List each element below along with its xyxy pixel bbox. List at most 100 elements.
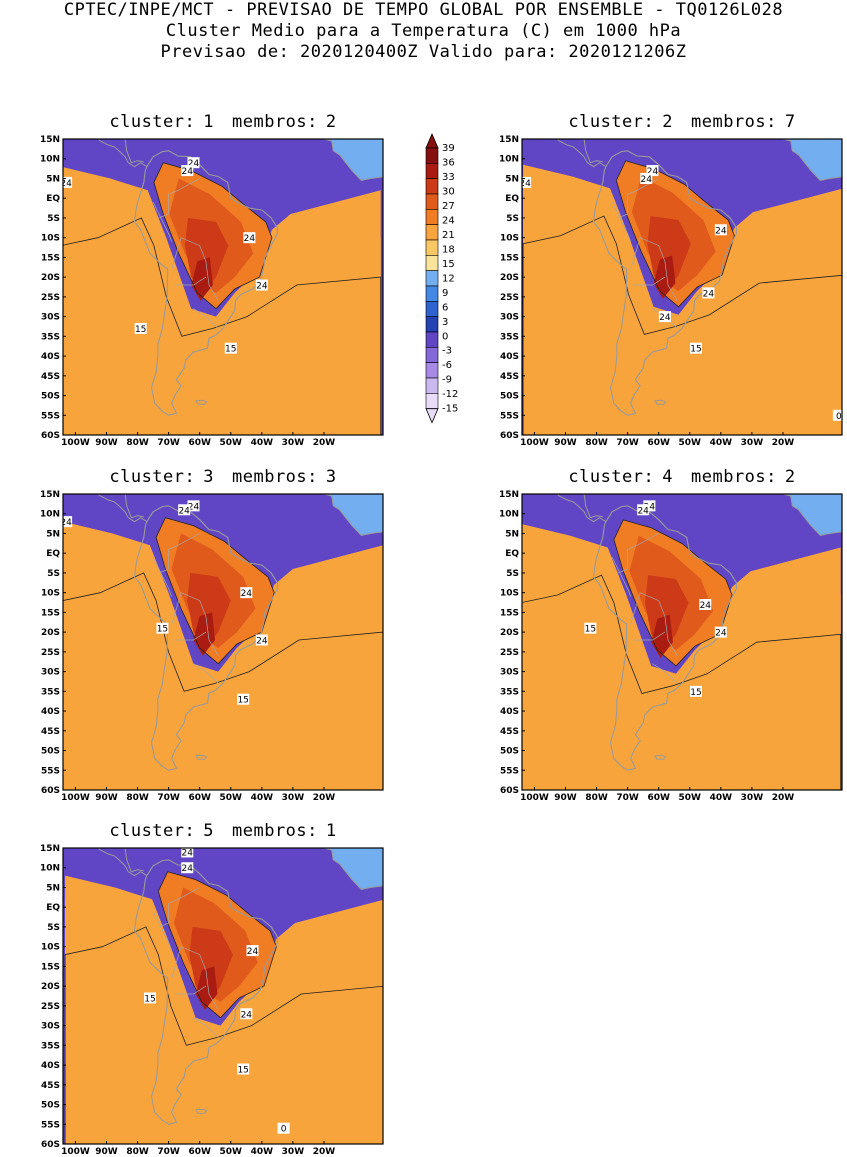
lon-tick-label: 80W (585, 793, 608, 803)
colorbar-label: 18 (442, 244, 455, 255)
lon-tick-label: 60W (188, 1147, 211, 1157)
contour-label: 24 (181, 848, 194, 858)
lat-tick-label: 10N (499, 510, 519, 520)
lat-tick-label: 10N (40, 510, 60, 520)
lat-tick-label: 35S (41, 687, 60, 697)
country-border (152, 910, 173, 951)
svg-text:24: 24 (182, 167, 194, 177)
lon-tick-label: 100W (520, 793, 549, 803)
temperature-map-cluster-2: 24242424242415015N10N5NEQ5S10S15S20S25S3… (499, 135, 843, 448)
colorbar-swatch (425, 147, 439, 164)
lat-tick-label: 25S (500, 648, 519, 658)
lon-tick-label: 50W (679, 438, 702, 448)
contour-line (522, 215, 842, 435)
contour-line (153, 162, 273, 310)
lat-tick-label: 5S (506, 569, 519, 579)
lon-tick-label: 50W (220, 793, 243, 803)
temperature-band (191, 257, 213, 301)
colorbar-label: 3 (442, 317, 448, 328)
map-title-cluster-1: cluster: 1 membros: 2 (53, 112, 393, 132)
falklands-coastline (654, 754, 667, 760)
contour-line (64, 926, 383, 1144)
cluster-number: 4 (662, 467, 673, 487)
lat-tick-label: 60S (41, 1140, 60, 1150)
contour-label: 0 (832, 409, 842, 422)
colorbar-label: 15 (442, 259, 455, 270)
colorbar-label: 39 (442, 143, 455, 154)
country-border (193, 308, 219, 329)
lat-tick-label: 10N (40, 155, 60, 165)
svg-text:24: 24 (637, 506, 649, 516)
contour-line (155, 517, 275, 665)
lat-tick-label: 55S (41, 1120, 60, 1130)
contour-label: 15 (143, 992, 156, 1004)
country-border (171, 237, 219, 301)
svg-text:15: 15 (690, 688, 701, 698)
temperature-band (63, 521, 383, 790)
lon-tick-label: 80W (126, 1147, 149, 1157)
south-america-coastline (133, 150, 278, 416)
lat-tick-label: 5N (46, 174, 60, 184)
svg-text:24: 24 (647, 167, 659, 177)
lat-tick-label: 5N (46, 529, 60, 539)
map-title-cluster-4: cluster: 4 membros: 2 (512, 467, 847, 487)
contour-line (613, 519, 733, 667)
country-border (174, 631, 207, 641)
membros-label: membros: (691, 112, 777, 132)
contour-label: 24 (643, 500, 656, 512)
south-america-coastline (133, 505, 278, 771)
contour-label: 15 (224, 342, 237, 355)
svg-text:24: 24 (241, 589, 253, 599)
colorbar-swatch (425, 362, 439, 379)
colorbar-swatch (425, 301, 439, 317)
lat-tick-label: 5N (505, 174, 519, 184)
africa-coastline (782, 494, 842, 536)
lon-tick-label: 40W (251, 1147, 274, 1157)
central-america-coastline (97, 139, 148, 168)
country-border (159, 887, 200, 928)
country-border (193, 663, 219, 684)
lon-tick-label: 20W (313, 1147, 336, 1157)
lat-tick-label: 25S (500, 293, 519, 303)
cluster-number: 2 (662, 112, 673, 132)
lat-tick-label: 20S (500, 273, 519, 283)
svg-text:24: 24 (256, 282, 268, 292)
colorbar-label: 24 (442, 215, 455, 226)
lon-tick-label: 100W (61, 1147, 90, 1157)
country-border (152, 201, 173, 242)
membros-count: 2 (325, 112, 337, 132)
contour-label: 24 (63, 516, 73, 528)
contour-label: 15 (134, 322, 147, 335)
svg-text:24: 24 (641, 175, 653, 185)
svg-text:24: 24 (182, 848, 194, 858)
cluster-number: 3 (203, 467, 214, 487)
lat-tick-label: 55S (41, 411, 60, 421)
contour-label: 24 (699, 599, 712, 611)
cluster-label: cluster: (109, 112, 196, 132)
colorbar-label: 30 (442, 186, 455, 197)
svg-text:15: 15 (585, 625, 596, 635)
south-america-coastline (592, 505, 737, 771)
contour-label: 24 (640, 172, 653, 185)
lat-tick-label: 40S (41, 1061, 60, 1071)
lat-tick-label: EQ (46, 549, 60, 559)
map-frame (521, 493, 843, 791)
lat-tick-label: 15N (40, 135, 60, 145)
colorbar-label: -15 (442, 404, 458, 415)
contour-label: 15 (237, 1063, 250, 1076)
lon-tick-label: 30W (741, 438, 764, 448)
lat-tick-label: EQ (46, 903, 60, 913)
country-border (611, 556, 632, 597)
lat-tick-label: 15N (40, 490, 60, 500)
contour-label: 24 (187, 157, 200, 169)
colorbar-swatch (425, 178, 439, 195)
colorbar-swatch (425, 331, 439, 348)
country-border (611, 201, 632, 242)
colorbar-label: 0 (442, 331, 448, 342)
svg-text:15: 15 (225, 345, 236, 355)
map-frame (62, 847, 384, 1145)
membros-count: 3 (325, 467, 337, 487)
africa-coastline (782, 139, 842, 181)
lat-tick-label: 30S (500, 313, 519, 323)
colorbar-label: -3 (442, 346, 452, 357)
